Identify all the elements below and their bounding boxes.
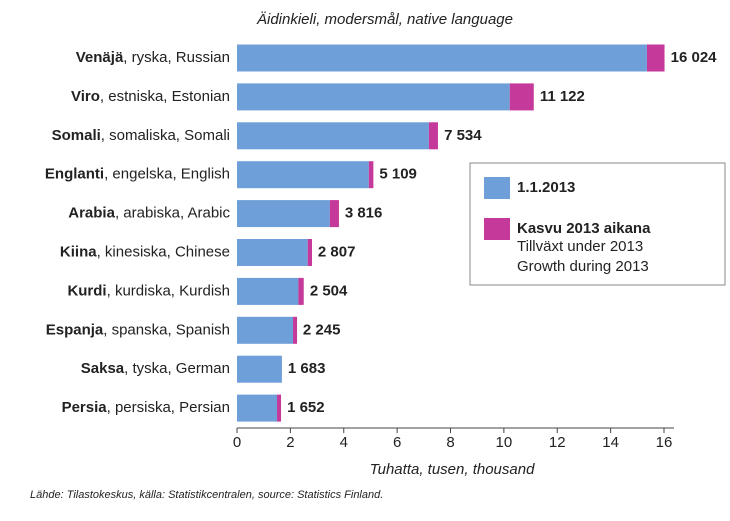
bar-segment xyxy=(428,122,438,150)
legend-label: Kasvu 2013 aikana xyxy=(517,220,651,237)
source: Lähde: Tilastokeskus, källa: Statistikce… xyxy=(30,489,383,501)
value-label: 11 122 xyxy=(540,88,585,105)
category-label: Somali, somaliska, Somali xyxy=(52,127,230,144)
category-bold: Kurdi xyxy=(67,282,106,299)
value-label: 1 652 xyxy=(287,399,325,416)
x-tick-label: 4 xyxy=(340,434,348,451)
x-tick-label: 14 xyxy=(602,434,619,451)
bar-segment xyxy=(329,200,339,228)
category-rest: , spanska, Spanish xyxy=(103,321,230,338)
legend-swatch xyxy=(484,177,510,199)
bar-segment xyxy=(307,239,312,266)
category-rest: , tyska, German xyxy=(124,360,230,377)
legend-extra: Growth during 2013 xyxy=(517,258,649,275)
legend-extra: Tillväxt under 2013 xyxy=(517,238,643,255)
bar-segment xyxy=(237,316,294,344)
legend-swatch xyxy=(484,218,510,240)
x-tick-label: 6 xyxy=(393,434,401,451)
category-rest: , estniska, Estonian xyxy=(100,88,230,105)
bar-segment xyxy=(237,83,510,111)
value-label: 1 683 xyxy=(288,360,326,377)
category-bold: Somali xyxy=(52,127,101,144)
category-label: Kiina, kinesiska, Chinese xyxy=(60,243,230,260)
value-label: 7 534 xyxy=(444,127,482,144)
category-bold: Venäjä xyxy=(76,49,124,66)
category-bold: Saksa xyxy=(81,360,125,377)
chart-title: Äidinkieli, modersmål, native language xyxy=(256,11,513,28)
bar-segment xyxy=(237,239,308,266)
legend-label: 1.1.2013 xyxy=(517,179,575,196)
x-tick-label: 2 xyxy=(286,434,294,451)
category-bold: Englanti xyxy=(45,166,104,183)
category-label: Arabia, arabiska, Arabic xyxy=(68,205,230,222)
category-label: Espanja, spanska, Spanish xyxy=(46,321,230,338)
bar-segment xyxy=(646,44,665,72)
bar-segment xyxy=(237,394,278,422)
x-tick-label: 10 xyxy=(496,434,513,451)
bar-segment xyxy=(237,200,330,228)
category-rest: , arabiska, Arabic xyxy=(115,205,231,222)
bar-segment xyxy=(293,316,298,344)
category-rest: , engelska, English xyxy=(104,166,230,183)
category-bold: Espanja xyxy=(46,321,104,338)
value-label: 2 504 xyxy=(310,282,348,299)
value-label: 3 816 xyxy=(345,205,383,222)
category-label: Viro, estniska, Estonian xyxy=(71,88,230,105)
category-bold: Arabia xyxy=(68,205,115,222)
category-rest: , ryska, Russian xyxy=(123,49,230,66)
legend-box xyxy=(469,162,726,286)
x-tick-label: 12 xyxy=(549,434,566,451)
category-label: Saksa, tyska, German xyxy=(81,360,230,377)
category-rest: , kinesiska, Chinese xyxy=(97,243,230,260)
bar-segment xyxy=(237,355,282,383)
value-label: 2 807 xyxy=(318,243,356,260)
bar-segment xyxy=(368,161,374,189)
category-label: Kurdi, kurdiska, Kurdish xyxy=(67,282,230,299)
x-tick-label: 8 xyxy=(446,434,454,451)
bar-segment xyxy=(277,394,282,422)
category-bold: Kiina xyxy=(60,243,97,260)
category-label: Persia, persiska, Persian xyxy=(62,399,230,416)
category-bold: Persia xyxy=(62,399,108,416)
bar-segment xyxy=(237,122,429,150)
bar-segment xyxy=(237,277,299,305)
category-rest: , persiska, Persian xyxy=(107,399,230,416)
category-label: Englanti, engelska, English xyxy=(45,166,230,183)
x-tick-label: 0 xyxy=(233,434,241,451)
category-label: Venäjä, ryska, Russian xyxy=(76,49,230,66)
value-label: 2 245 xyxy=(303,321,341,338)
bar-segment xyxy=(509,83,534,111)
value-label: 16 024 xyxy=(671,49,718,66)
bar-segment xyxy=(237,161,369,189)
bar-segment xyxy=(298,277,304,305)
x-tick-label: 16 xyxy=(656,434,673,451)
x-axis-label: Tuhatta, tusen, thousand xyxy=(370,461,535,478)
category-bold: Viro xyxy=(71,88,100,105)
category-rest: , somaliska, Somali xyxy=(101,127,230,144)
category-rest: , kurdiska, Kurdish xyxy=(107,282,230,299)
value-label: 5 109 xyxy=(379,166,417,183)
bar-segment xyxy=(237,44,647,72)
